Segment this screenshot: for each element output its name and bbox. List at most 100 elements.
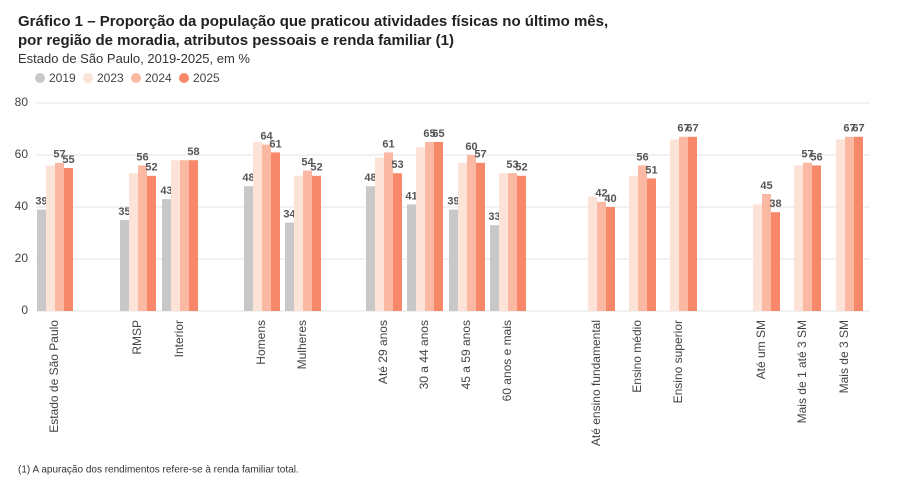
value-label: 48 bbox=[242, 172, 254, 184]
value-label: 39 bbox=[447, 196, 459, 208]
x-tick-label: Até 29 anos bbox=[376, 320, 390, 384]
value-label: 57 bbox=[53, 149, 65, 161]
bar bbox=[180, 160, 189, 311]
bar bbox=[303, 170, 312, 311]
bar bbox=[55, 162, 64, 311]
x-tick-label: Ensino superior bbox=[671, 320, 685, 403]
bar bbox=[37, 209, 46, 311]
bar bbox=[467, 155, 476, 311]
bar bbox=[647, 178, 656, 311]
bar bbox=[449, 209, 458, 311]
bar bbox=[762, 194, 771, 311]
bar bbox=[508, 173, 517, 311]
bar bbox=[366, 186, 375, 311]
bar bbox=[476, 162, 485, 311]
value-label: 53 bbox=[506, 159, 518, 171]
bar bbox=[606, 207, 615, 311]
value-label: 60 bbox=[465, 141, 477, 153]
bar bbox=[425, 142, 434, 311]
bar bbox=[679, 136, 688, 311]
value-label: 51 bbox=[645, 164, 657, 176]
legend-marker bbox=[83, 73, 93, 83]
bar bbox=[147, 175, 156, 311]
value-label: 56 bbox=[810, 151, 822, 163]
bar bbox=[458, 162, 467, 311]
legend-marker bbox=[35, 73, 45, 83]
value-label: 56 bbox=[636, 151, 648, 163]
value-label: 40 bbox=[604, 193, 616, 205]
bar bbox=[138, 165, 147, 311]
bar bbox=[393, 173, 402, 311]
value-label: 53 bbox=[391, 159, 403, 171]
value-label: 56 bbox=[136, 151, 148, 163]
bar bbox=[517, 175, 526, 311]
y-tick-label: 20 bbox=[15, 251, 29, 265]
bar bbox=[189, 160, 198, 311]
bar bbox=[854, 136, 863, 311]
value-label: 38 bbox=[769, 198, 781, 210]
value-label: 67 bbox=[843, 123, 855, 135]
bar bbox=[64, 168, 73, 311]
bar bbox=[434, 142, 443, 311]
value-label: 57 bbox=[474, 149, 486, 161]
value-label: 61 bbox=[269, 138, 281, 150]
x-tick-label: Ensino médio bbox=[630, 320, 644, 393]
value-label: 52 bbox=[310, 162, 322, 174]
bar bbox=[416, 147, 425, 311]
value-label: 61 bbox=[382, 138, 394, 150]
bar bbox=[294, 175, 303, 311]
value-label: 33 bbox=[488, 211, 500, 223]
value-label: 52 bbox=[515, 162, 527, 174]
value-label: 64 bbox=[260, 131, 273, 143]
footnote: (1) A apuração dos rendimentos refere-se… bbox=[18, 465, 299, 476]
bar bbox=[771, 212, 780, 311]
value-label: 57 bbox=[801, 149, 813, 161]
bar bbox=[285, 222, 294, 311]
legend-label: 2023 bbox=[97, 71, 124, 85]
bar bbox=[499, 173, 508, 311]
value-label: 58 bbox=[187, 146, 199, 158]
x-tick-label: Mais de 3 SM bbox=[837, 320, 851, 393]
bar bbox=[129, 173, 138, 311]
x-tick-label: 60 anos e mais bbox=[500, 320, 514, 401]
bar bbox=[812, 165, 821, 311]
value-label: 67 bbox=[852, 123, 864, 135]
x-tick-label: 30 a 44 anos bbox=[417, 320, 431, 389]
bar bbox=[638, 165, 647, 311]
value-label: 41 bbox=[405, 190, 417, 202]
bar bbox=[670, 139, 679, 311]
bar bbox=[46, 165, 55, 311]
bar bbox=[384, 152, 393, 311]
x-tick-label: Interior bbox=[172, 320, 186, 357]
bar bbox=[597, 201, 606, 311]
x-tick-label: Mulheres bbox=[295, 320, 309, 369]
legend-marker bbox=[131, 73, 141, 83]
bar bbox=[803, 162, 812, 311]
y-tick-label: 40 bbox=[15, 199, 29, 213]
chart-title: por região de moradia, atributos pessoai… bbox=[18, 32, 454, 49]
x-tick-label: Mais de 1 até 3 SM bbox=[795, 320, 809, 423]
y-tick-label: 60 bbox=[15, 147, 29, 161]
value-label: 52 bbox=[145, 162, 157, 174]
bar bbox=[794, 165, 803, 311]
y-tick-label: 0 bbox=[21, 303, 28, 317]
value-label: 54 bbox=[301, 157, 314, 169]
chart-subtitle: Estado de São Paulo, 2019-2025, em % bbox=[18, 51, 250, 66]
bar bbox=[845, 136, 854, 311]
bar bbox=[244, 186, 253, 311]
legend-marker bbox=[179, 73, 189, 83]
x-tick-label: Estado de São Paulo bbox=[47, 320, 61, 433]
bar bbox=[629, 175, 638, 311]
bar bbox=[375, 157, 384, 311]
value-label: 45 bbox=[760, 180, 772, 192]
bar bbox=[262, 144, 271, 311]
bar bbox=[162, 199, 171, 311]
legend-label: 2019 bbox=[49, 71, 76, 85]
bar bbox=[688, 136, 697, 311]
value-label: 67 bbox=[686, 123, 698, 135]
bar bbox=[836, 139, 845, 311]
value-label: 67 bbox=[677, 123, 689, 135]
x-tick-label: Homens bbox=[254, 320, 268, 365]
value-label: 42 bbox=[595, 188, 607, 200]
